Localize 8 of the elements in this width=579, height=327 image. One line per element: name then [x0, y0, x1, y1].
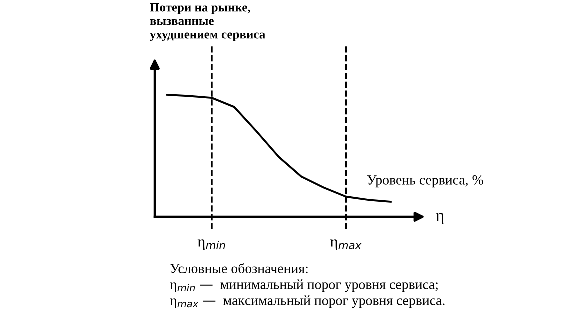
y-axis-title: Потери на рынке, вызванные ухудшением сервиса — [150, 3, 266, 42]
text: Условные обозначения: — [170, 263, 308, 274]
x-axis-title: Уровень сервиса, % — [367, 175, 484, 188]
x-tick-label: η$_{max}$ — [330, 240, 362, 250]
x-tick-label: η$_{min}$ — [198, 240, 226, 250]
text: η — [436, 213, 444, 225]
text: η$_{max}$ — максимальный порог уровня сервиса. — [170, 296, 445, 308]
text: η$_{min}$ — минимальный порог уровня сервиса; — [170, 280, 438, 292]
